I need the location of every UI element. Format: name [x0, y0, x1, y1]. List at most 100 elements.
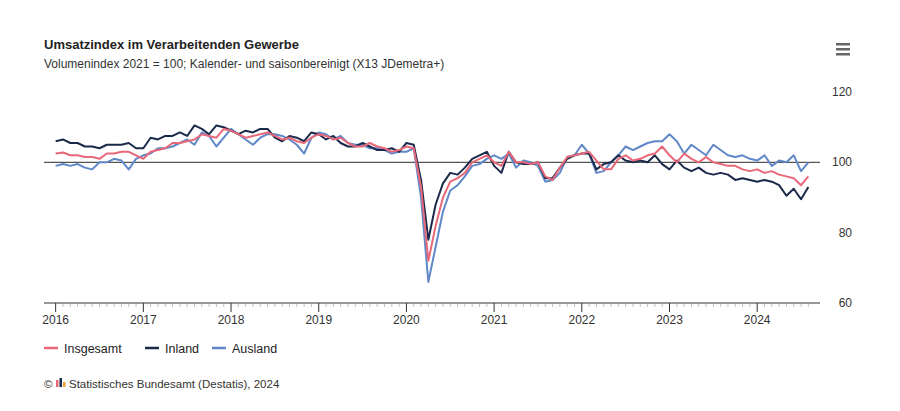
- x-minor-tick: [384, 303, 385, 307]
- x-minor-tick: [516, 303, 517, 307]
- x-minor-tick: [706, 303, 707, 307]
- series-line: [56, 125, 809, 239]
- series-group: [56, 125, 809, 281]
- x-minor-tick: [245, 303, 246, 307]
- x-minor-tick: [764, 303, 765, 307]
- x-minor-tick: [62, 303, 63, 307]
- x-minor-tick: [70, 303, 71, 307]
- credits-text: Statistisches Bundesamt (Destatis), 2024: [69, 378, 280, 390]
- x-minor-tick: [589, 303, 590, 307]
- subtitle: Volumenindex 2021 = 100; Kalender- und s…: [44, 57, 444, 71]
- x-minor-tick: [282, 303, 283, 307]
- x-minor-tick: [435, 303, 436, 307]
- x-minor-tick: [121, 303, 122, 307]
- x-tick: [55, 303, 56, 312]
- x-minor-tick: [84, 303, 85, 307]
- x-minor-tick: [486, 303, 487, 307]
- x-tick-label: 2017: [130, 313, 157, 327]
- series-line: [56, 129, 809, 261]
- credits-symbol: ©: [44, 378, 53, 390]
- x-minor-tick: [369, 303, 370, 307]
- x-minor-tick: [238, 303, 239, 307]
- x-minor-tick: [289, 303, 290, 307]
- x-minor-tick: [618, 303, 619, 307]
- x-tick-label: 2018: [218, 313, 245, 327]
- x-minor-tick: [808, 303, 809, 307]
- x-minor-tick: [779, 303, 780, 307]
- x-tick-label: 2016: [42, 313, 69, 327]
- x-tick-label: 2019: [305, 313, 332, 327]
- series-line: [56, 129, 809, 282]
- menu-icon[interactable]: [836, 43, 850, 56]
- x-minor-tick: [165, 303, 166, 307]
- x-minor-tick: [625, 303, 626, 307]
- x-minor-tick: [472, 303, 473, 307]
- y-tick-label: 80: [839, 226, 853, 240]
- x-minor-tick: [537, 303, 538, 307]
- x-minor-tick: [157, 303, 158, 307]
- x-tick-label: 2021: [481, 313, 508, 327]
- y-tick-label: 60: [839, 296, 853, 310]
- legend-label: Inland: [165, 342, 199, 356]
- x-minor-tick: [727, 303, 728, 307]
- x-minor-tick: [128, 303, 129, 307]
- logo-bar: [56, 380, 59, 387]
- x-tick: [143, 303, 144, 312]
- x-minor-tick: [603, 303, 604, 307]
- x-minor-tick: [304, 303, 305, 307]
- x-minor-tick: [735, 303, 736, 307]
- x-minor-tick: [347, 303, 348, 307]
- x-tick-label: 2020: [393, 313, 420, 327]
- x-minor-tick: [187, 303, 188, 307]
- x-minor-tick: [654, 303, 655, 307]
- chart: Umsatzindex im Verarbeitenden GewerbeVol…: [0, 0, 900, 411]
- x-minor-tick: [801, 303, 802, 307]
- x-minor-tick: [201, 303, 202, 307]
- legend: Insgesamt Inland Ausland: [44, 342, 277, 356]
- x-minor-tick: [442, 303, 443, 307]
- x-minor-tick: [267, 303, 268, 307]
- logo-bar: [63, 382, 66, 387]
- legend-swatch: [212, 347, 226, 350]
- x-minor-tick: [691, 303, 692, 307]
- x-minor-tick: [413, 303, 414, 307]
- x-minor-tick: [77, 303, 78, 307]
- x-minor-tick: [114, 303, 115, 307]
- x-minor-tick: [545, 303, 546, 307]
- x-minor-tick: [786, 303, 787, 307]
- x-minor-tick: [698, 303, 699, 307]
- x-minor-tick: [749, 303, 750, 307]
- x-minor-tick: [501, 303, 502, 307]
- legend-label: Ausland: [232, 342, 277, 356]
- x-minor-tick: [611, 303, 612, 307]
- x-minor-tick: [216, 303, 217, 307]
- x-minor-tick: [676, 303, 677, 307]
- legend-item[interactable]: Ausland: [212, 342, 277, 356]
- x-minor-tick: [552, 303, 553, 307]
- x-axis-line: [44, 303, 820, 304]
- x-minor-tick: [340, 303, 341, 307]
- x-minor-tick: [296, 303, 297, 307]
- x-minor-tick: [771, 303, 772, 307]
- x-tick: [581, 303, 582, 312]
- x-minor-tick: [793, 303, 794, 307]
- y-tick: [812, 92, 818, 93]
- menu-bar: [836, 48, 850, 51]
- x-tick: [494, 303, 495, 312]
- x-minor-tick: [457, 303, 458, 307]
- legend-item[interactable]: Insgesamt: [44, 342, 122, 356]
- x-minor-tick: [647, 303, 648, 307]
- x-minor-tick: [523, 303, 524, 307]
- x-minor-tick: [333, 303, 334, 307]
- x-minor-tick: [632, 303, 633, 307]
- x-minor-tick: [377, 303, 378, 307]
- x-minor-tick: [596, 303, 597, 307]
- x-tick: [318, 303, 319, 312]
- x-minor-tick: [209, 303, 210, 307]
- y-tick-label: 120: [832, 85, 852, 99]
- legend-item[interactable]: Inland: [145, 342, 199, 356]
- logo-bar: [60, 378, 63, 387]
- legend-swatch: [145, 347, 159, 350]
- x-minor-tick: [479, 303, 480, 307]
- x-minor-tick: [421, 303, 422, 307]
